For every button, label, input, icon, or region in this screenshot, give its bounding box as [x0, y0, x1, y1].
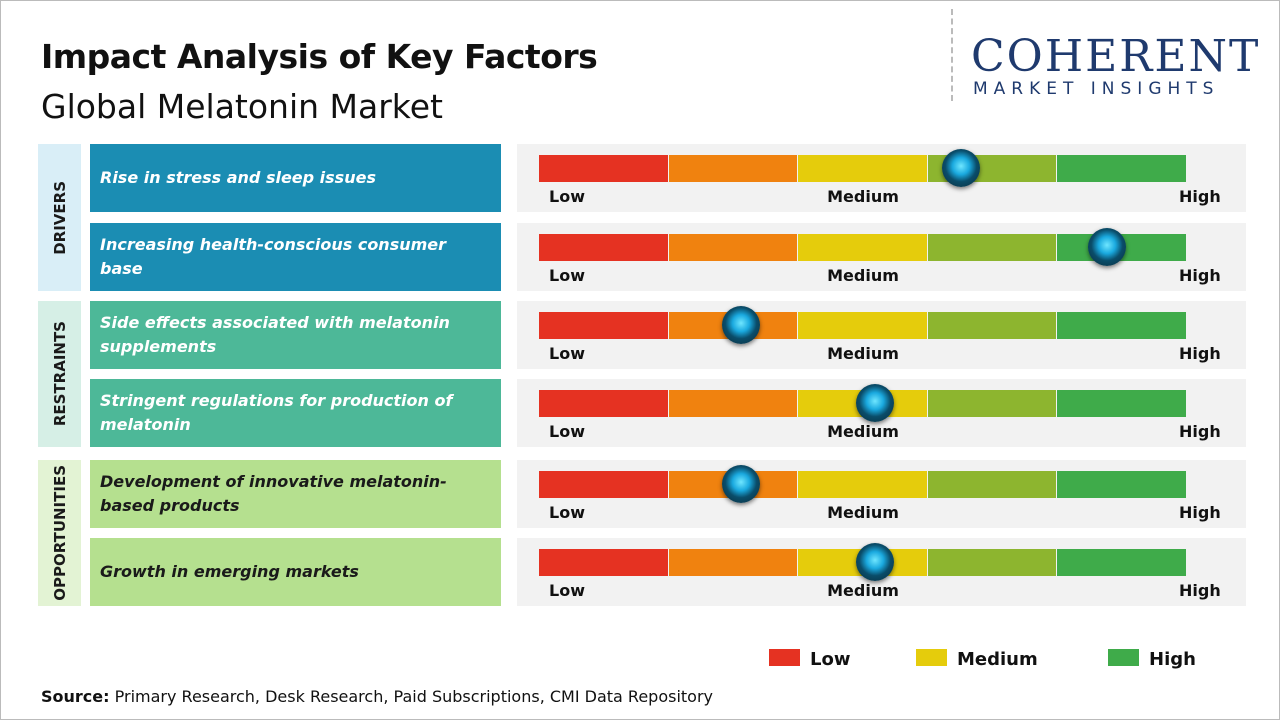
legend-swatch [916, 649, 947, 666]
factor-label: Growth in emerging markets [90, 538, 501, 606]
gauge-segment [1057, 471, 1186, 498]
factor-label: Development of innovative melatonin-base… [90, 460, 501, 528]
legend-label: Low [810, 649, 851, 670]
impact-knob [722, 465, 761, 503]
gauge-segment [668, 390, 798, 417]
group-name: RESTRAINTS [50, 321, 69, 427]
scale-label: High [1179, 266, 1221, 285]
scale-label: High [1179, 503, 1221, 522]
group-name: DRIVERS [50, 180, 69, 255]
gauge-segment [798, 155, 927, 182]
logo-tagline: MARKET INSIGHTS [973, 79, 1220, 99]
gauge-segment [1057, 549, 1186, 576]
scale-label: Medium [827, 187, 899, 206]
group-label: DRIVERS [38, 144, 81, 291]
impact-knob [942, 149, 981, 187]
legend-label: High [1149, 649, 1196, 670]
gauge-segment [927, 234, 1057, 261]
scale-label: Low [549, 266, 585, 285]
gauge-segment [798, 312, 927, 339]
impact-knob [1087, 228, 1126, 266]
legend-swatch [769, 649, 800, 666]
gauge-segment [668, 549, 798, 576]
gauge-segment [539, 471, 668, 498]
legend-label: Medium [957, 649, 1038, 670]
scale-label: Low [549, 581, 585, 600]
scale-label: High [1179, 187, 1221, 206]
group-name: OPPORTUNITIES [50, 465, 69, 601]
gauge-segment [927, 471, 1057, 498]
gauge-segment [1057, 155, 1186, 182]
factor-label: Side effects associated with melatonin s… [90, 301, 501, 369]
scale-label: Low [549, 187, 585, 206]
gauge-segment [1057, 312, 1186, 339]
gauge-segment [539, 234, 668, 261]
group-label: OPPORTUNITIES [38, 460, 81, 606]
gauge-segment [927, 549, 1057, 576]
gauge-segment [798, 471, 927, 498]
scale-label: Medium [827, 422, 899, 441]
factor-label: Rise in stress and sleep issues [90, 144, 501, 212]
factor-label: Stringent regulations for production of … [90, 379, 501, 447]
scale-label: Medium [827, 581, 899, 600]
gauge-segment [539, 390, 668, 417]
divider [951, 9, 953, 101]
impact-knob [855, 543, 894, 581]
gauge-segment [539, 155, 668, 182]
gauge-segment [927, 312, 1057, 339]
impact-knob [855, 384, 894, 422]
factor-label: Increasing health-conscious consumer bas… [90, 223, 501, 291]
gauge-segment [1057, 390, 1186, 417]
impact-knob [722, 306, 761, 344]
source-text: Primary Research, Desk Research, Paid Su… [114, 687, 714, 706]
scale-label: Medium [827, 503, 899, 522]
scale-label: High [1179, 422, 1221, 441]
gauge-segment [668, 155, 798, 182]
scale-label: Low [549, 344, 585, 363]
subtitle: Global Melatonin Market [41, 87, 443, 126]
gauge-segment [539, 549, 668, 576]
gauge-segment [927, 390, 1057, 417]
gauge-segment [539, 312, 668, 339]
legend-swatch [1108, 649, 1139, 666]
title: Impact Analysis of Key Factors [41, 37, 598, 76]
scale-label: Low [549, 422, 585, 441]
source: Source: Primary Research, Desk Research,… [41, 687, 713, 706]
scale-label: Medium [827, 266, 899, 285]
scale-label: High [1179, 344, 1221, 363]
scale-label: Low [549, 503, 585, 522]
source-label: Source: [41, 687, 110, 706]
gauge-segment [798, 234, 927, 261]
gauge-segment [668, 234, 798, 261]
logo: COHERENT [971, 31, 1261, 82]
scale-label: High [1179, 581, 1221, 600]
scale-label: Medium [827, 344, 899, 363]
group-label: RESTRAINTS [38, 301, 81, 447]
